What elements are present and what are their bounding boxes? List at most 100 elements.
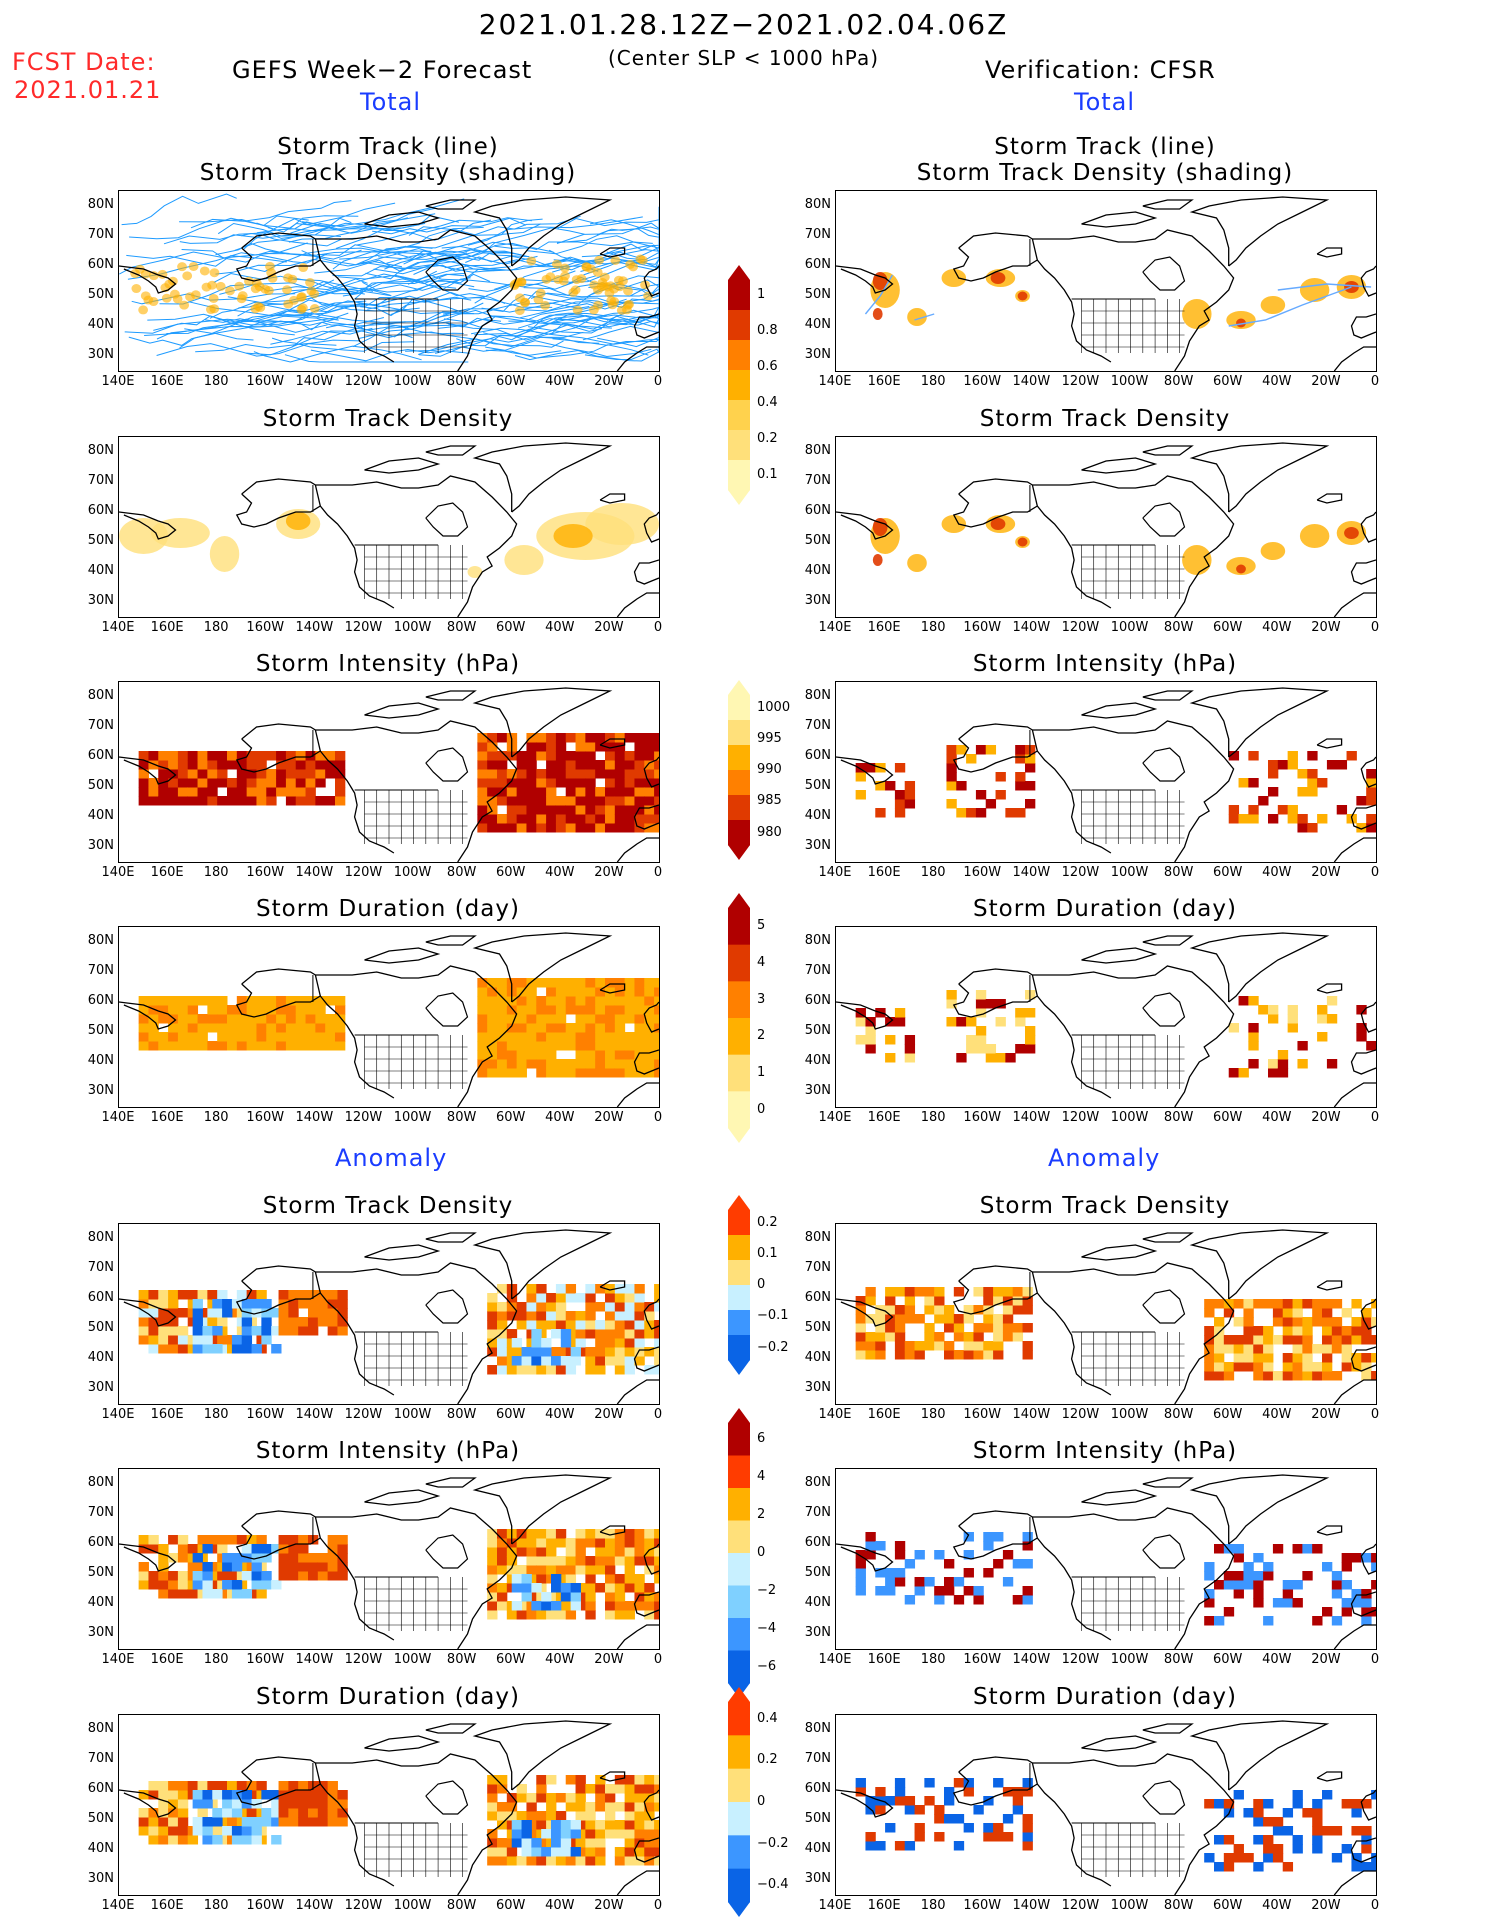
colorbar-segment bbox=[728, 1335, 750, 1361]
colorbar-anom_intensity: 6 4 2 0 −2 −4 −6 bbox=[725, 1408, 776, 1702]
lat-tick-label: 60N bbox=[804, 1535, 831, 1550]
coastline bbox=[1036, 505, 1112, 609]
lon-tick-label: 80W bbox=[446, 1110, 477, 1125]
density-shading bbox=[872, 272, 888, 290]
lon-tick-label: 20W bbox=[594, 1407, 624, 1422]
coastline bbox=[952, 968, 1039, 1018]
coastline bbox=[319, 1292, 395, 1396]
lat-tick-label: 60N bbox=[804, 1781, 831, 1796]
coastline bbox=[599, 1771, 626, 1782]
lon-tick-label: 100W bbox=[393, 1898, 432, 1913]
coastline bbox=[1316, 1525, 1343, 1536]
density-shading bbox=[199, 266, 210, 276]
lon-tick-label: 60W bbox=[496, 1407, 526, 1422]
lon-tick-label: 140W bbox=[1012, 1898, 1051, 1913]
colorbar-label: 1000 bbox=[757, 699, 791, 715]
colorbar-segment bbox=[728, 695, 750, 721]
density-shading bbox=[140, 269, 151, 279]
colorbar-label: 2 bbox=[757, 1507, 766, 1523]
lon-tick-label: 40W bbox=[1262, 1898, 1292, 1913]
coastline bbox=[1142, 502, 1186, 537]
lon-tick-label: 160E bbox=[150, 1652, 184, 1667]
density-shading bbox=[1182, 299, 1212, 329]
coastline bbox=[643, 265, 659, 297]
colorbar-label: 0 bbox=[757, 1277, 766, 1292]
lon-tick-label: 0 bbox=[653, 1407, 663, 1422]
lon-tick-label: 20W bbox=[1311, 374, 1341, 389]
gefs-a-intensity-map bbox=[118, 1468, 660, 1650]
coastline bbox=[599, 1525, 626, 1536]
lon-tick-label: 20W bbox=[1311, 1407, 1341, 1422]
density-shading bbox=[467, 566, 483, 578]
density-shading bbox=[1017, 291, 1028, 301]
lon-tick-label: 140W bbox=[1012, 620, 1051, 635]
lon-tick-label: 160E bbox=[150, 374, 184, 389]
lat-tick-label: 50N bbox=[87, 287, 114, 302]
lon-tick-label: 100W bbox=[393, 1652, 432, 1667]
gridded-shading bbox=[192, 1299, 581, 1366]
density-shading bbox=[296, 304, 307, 314]
coastline bbox=[319, 1537, 395, 1641]
density-shading bbox=[1344, 527, 1359, 539]
lon-tick-label: 140W bbox=[1012, 374, 1051, 389]
coastline bbox=[1081, 211, 1158, 228]
lat-tick-label: 30N bbox=[87, 1871, 114, 1886]
political-boundaries bbox=[312, 1517, 468, 1631]
coastline bbox=[1081, 1489, 1158, 1506]
lat-tick-label: 30N bbox=[87, 1380, 114, 1395]
lon-tick-label: 180 bbox=[920, 1652, 946, 1667]
density-shading bbox=[201, 282, 212, 292]
coastline bbox=[425, 935, 477, 946]
coastline bbox=[1360, 1543, 1376, 1575]
colorbar-label: 5 bbox=[757, 918, 766, 934]
coastline bbox=[319, 1783, 395, 1887]
coastline bbox=[1333, 1624, 1376, 1649]
colorbar-label: −4 bbox=[757, 1620, 777, 1636]
density-shading bbox=[282, 285, 292, 295]
political-boundaries bbox=[312, 730, 468, 844]
density-shading bbox=[237, 291, 248, 301]
fcst-date-label: FCST Date: bbox=[12, 48, 156, 76]
lon-tick-label: 20W bbox=[594, 1652, 624, 1667]
lon-tick-label: 160W bbox=[246, 865, 285, 880]
coastline bbox=[1142, 1232, 1194, 1243]
coastline bbox=[315, 1753, 518, 1895]
density-shading bbox=[504, 545, 544, 575]
colorbar-top-triangle bbox=[728, 1408, 750, 1423]
coastline bbox=[1142, 935, 1194, 946]
lon-tick-label: 180 bbox=[920, 374, 946, 389]
left-total-label: Total bbox=[360, 88, 422, 116]
coastline bbox=[1142, 1780, 1186, 1815]
panel-title: Storm Intensity (hPa) bbox=[972, 1438, 1238, 1464]
coastline bbox=[1333, 1870, 1376, 1895]
colorbar-segment bbox=[728, 1618, 750, 1651]
coastline bbox=[1036, 1783, 1112, 1887]
coastline bbox=[235, 968, 322, 1018]
lon-tick-label: 100W bbox=[393, 374, 432, 389]
political-boundaries bbox=[1029, 975, 1185, 1089]
lat-tick-label: 50N bbox=[87, 1811, 114, 1826]
lat-tick-label: 30N bbox=[804, 1871, 831, 1886]
density-shading bbox=[941, 515, 967, 533]
coastline bbox=[364, 702, 441, 719]
lon-tick-label: 140E bbox=[818, 620, 852, 635]
coastline bbox=[235, 723, 322, 773]
coastline bbox=[1350, 1049, 1376, 1075]
coastline bbox=[364, 1735, 441, 1752]
lat-tick-label: 30N bbox=[804, 838, 831, 853]
coastline bbox=[1350, 1346, 1376, 1372]
lon-tick-label: 120W bbox=[1061, 1110, 1100, 1125]
coastline bbox=[1081, 947, 1158, 964]
lat-tick-label: 50N bbox=[87, 1023, 114, 1038]
lon-tick-label: 80W bbox=[1163, 374, 1194, 389]
density-shading bbox=[179, 300, 190, 310]
density-shading bbox=[285, 512, 311, 530]
lon-tick-label: 160E bbox=[867, 374, 901, 389]
lon-tick-label: 160E bbox=[150, 1898, 184, 1913]
coastline bbox=[425, 1232, 477, 1243]
lon-tick-label: 0 bbox=[653, 374, 663, 389]
coastline bbox=[616, 1379, 659, 1404]
lon-tick-label: 40W bbox=[1262, 620, 1292, 635]
lon-tick-label: 0 bbox=[653, 1110, 663, 1125]
colorbar-bottom-triangle bbox=[728, 1902, 750, 1917]
